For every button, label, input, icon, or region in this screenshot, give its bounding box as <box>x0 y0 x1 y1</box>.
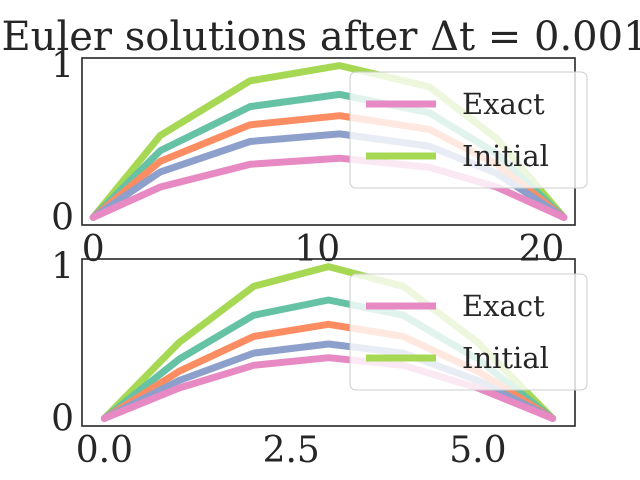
x-tick-label: 0 <box>82 229 105 270</box>
legend-label: Initial <box>462 139 549 173</box>
x-tick-label: 2.5 <box>263 430 320 471</box>
y-tick-label: 0 <box>51 197 74 238</box>
y-tick-label: 1 <box>51 46 74 87</box>
legend: Exact Initial <box>349 71 588 189</box>
legend: Exact Initial <box>349 273 588 391</box>
x-tick-label: 0.0 <box>76 430 133 471</box>
bottom-plot-panel: 0.0 2.5 5.0 0 1 Exact Initial <box>51 247 588 471</box>
x-tick-label: 10 <box>294 229 340 270</box>
legend-label: Exact <box>462 289 545 323</box>
legend-label: Exact <box>462 87 545 121</box>
x-tick-label: 5.0 <box>449 430 506 471</box>
figure-title: Euler solutions after Δt = 0.001 <box>1 14 640 60</box>
x-tick-label: 20 <box>518 229 564 270</box>
y-tick-label: 0 <box>51 398 74 439</box>
y-tick-label: 1 <box>51 247 74 288</box>
top-plot-panel: 0 10 20 0 1 Exact Initial <box>51 46 588 270</box>
legend-label: Initial <box>462 341 549 375</box>
